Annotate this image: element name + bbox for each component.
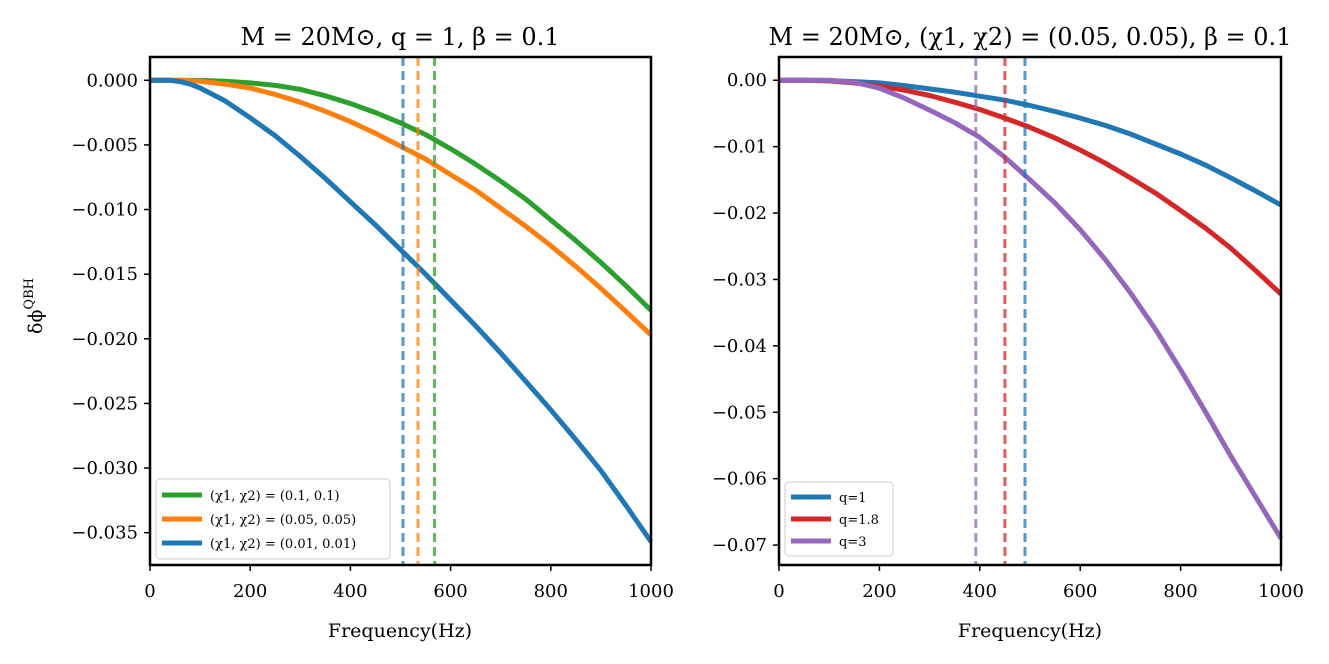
series-line-1-2 bbox=[779, 77, 1284, 540]
series-line-1-1 bbox=[779, 77, 1283, 296]
legend-box-1 bbox=[784, 481, 894, 557]
legend-label-1-0: q=1 bbox=[839, 491, 867, 506]
legend-box-0 bbox=[155, 478, 391, 560]
y-tick-label-1-0: 0.00 bbox=[727, 70, 767, 91]
series-line-1-0 bbox=[779, 77, 1283, 208]
y-tick-label-0-6: −0.030 bbox=[71, 458, 138, 479]
right-chart-title: M = 20M⊙, (χ1, χ2) = (0.05, 0.05), β = 0… bbox=[769, 23, 1292, 51]
y-tick-label-0-5: −0.025 bbox=[71, 393, 138, 414]
x-tick-label-1-0: 0 bbox=[773, 581, 784, 602]
left-y-axis-label-superscript: QBH bbox=[22, 278, 37, 310]
right-x-axis-label: Frequency(Hz) bbox=[958, 620, 1102, 642]
series-line-0-2 bbox=[150, 77, 654, 544]
y-tick-label-0-1: −0.005 bbox=[71, 135, 138, 156]
left-y-axis-label: δϕQBH bbox=[22, 278, 47, 334]
axes-frame-0 bbox=[148, 55, 653, 567]
left-y-axis-label-main: δϕ bbox=[25, 310, 47, 334]
y-tick-label-0-3: −0.015 bbox=[71, 264, 138, 285]
x-tick-label-0-5: 1000 bbox=[628, 581, 674, 602]
x-tick-label-0-0: 0 bbox=[144, 581, 155, 602]
y-tick-label-1-6: −0.06 bbox=[712, 469, 767, 490]
y-tick-label-1-3: −0.03 bbox=[712, 269, 767, 290]
x-tick-label-1-2: 400 bbox=[963, 581, 997, 602]
y-tick-label-0-7: −0.035 bbox=[71, 523, 138, 544]
legend-1: q=1 q=1.8 q=3 bbox=[784, 481, 894, 557]
y-tick-label-1-1: −0.01 bbox=[712, 137, 767, 158]
legend-0: (χ1, χ2) = (0.1, 0.1) (χ1, χ2) = (0.05, 0… bbox=[155, 478, 391, 560]
right-chart: M = 20M⊙, (χ1, χ2) = (0.05, 0.05), β = 0… bbox=[712, 23, 1304, 642]
y-tick-label-1-5: −0.05 bbox=[712, 402, 767, 423]
y-tick-label-0-0: 0.000 bbox=[86, 70, 138, 91]
legend-label-1-1: q=1.8 bbox=[839, 513, 879, 528]
x-tick-label-1-5: 1000 bbox=[1258, 581, 1304, 602]
legend-label-0-2: (χ1, χ2) = (0.01, 0.01) bbox=[210, 537, 356, 552]
axes-frame-1 bbox=[777, 55, 1283, 567]
y-tick-label-1-4: −0.04 bbox=[712, 336, 767, 357]
left-plot-area: 0 200 400 600 800 1000 0.000 −0.005 −0.010 −0.015… bbox=[71, 55, 674, 602]
x-tick-label-1-1: 200 bbox=[862, 581, 896, 602]
left-x-axis-label: Frequency(Hz) bbox=[328, 620, 472, 642]
x-tick-label-0-2: 400 bbox=[333, 581, 367, 602]
right-plot-area: 0 200 400 600 800 1000 0.00 −0.01 −0.02 −0.03 −0.0… bbox=[712, 55, 1304, 602]
y-tick-label-1-7: −0.07 bbox=[712, 535, 767, 556]
x-tick-label-1-3: 600 bbox=[1063, 581, 1097, 602]
legend-label-1-2: q=3 bbox=[839, 535, 867, 550]
series-line-0-1 bbox=[150, 77, 653, 337]
legend-label-0-0: (χ1, χ2) = (0.1, 0.1) bbox=[210, 489, 340, 504]
series-line-0-0 bbox=[150, 77, 653, 313]
x-tick-label-1-4: 800 bbox=[1163, 581, 1197, 602]
x-tick-label-0-4: 800 bbox=[534, 581, 568, 602]
x-tick-label-0-3: 600 bbox=[433, 581, 467, 602]
legend-label-0-1: (χ1, χ2) = (0.05, 0.05) bbox=[210, 513, 356, 528]
y-tick-label-0-4: −0.020 bbox=[71, 329, 138, 350]
left-chart-title: M = 20M⊙, q = 1, β = 0.1 bbox=[240, 23, 559, 51]
y-tick-label-0-2: −0.010 bbox=[71, 200, 138, 221]
left-chart: M = 20M⊙, q = 1, β = 0.1 0 200 400 600 800 10… bbox=[22, 23, 674, 642]
y-tick-label-1-2: −0.02 bbox=[712, 203, 767, 224]
x-tick-label-0-1: 200 bbox=[233, 581, 267, 602]
